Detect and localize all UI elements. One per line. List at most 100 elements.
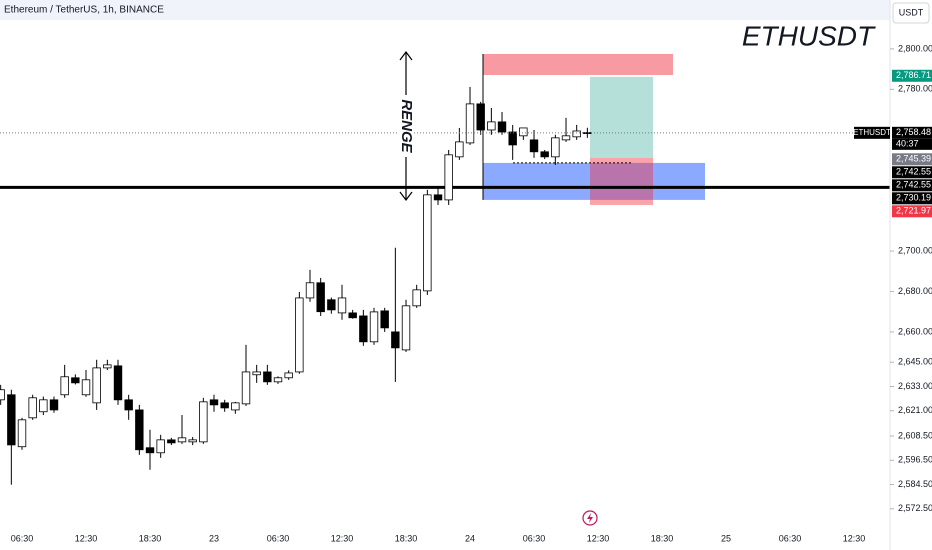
price-tag-label: 2,786.71 xyxy=(896,70,931,80)
candle-body xyxy=(81,379,91,396)
y-tick-label: 2,780.00 xyxy=(898,84,932,94)
candle-body xyxy=(49,399,59,411)
x-tick-label: 24 xyxy=(465,533,475,543)
y-tick-label: 2,572.50 xyxy=(898,503,932,513)
x-tick-label: 18:30 xyxy=(139,533,162,543)
price-tag-label: 2,745.39 xyxy=(896,154,931,164)
zone xyxy=(590,76,653,158)
y-tick-label: 2,680.00 xyxy=(898,286,932,296)
price-tag xyxy=(892,192,932,205)
candle-body xyxy=(369,311,379,343)
x-tick-label: 12:30 xyxy=(843,533,866,543)
candle-body xyxy=(188,439,197,443)
price-tag-label: 2,742.55 xyxy=(896,167,931,177)
candle-body xyxy=(241,371,251,405)
zone xyxy=(483,53,673,75)
x-tick-label: 18:30 xyxy=(651,533,674,543)
candle-body xyxy=(263,371,272,383)
candle-body xyxy=(39,399,48,413)
price-tag xyxy=(892,126,932,139)
candle-body xyxy=(135,409,144,451)
candle-body xyxy=(401,305,411,351)
y-tick-label: 2,608.50 xyxy=(898,430,932,440)
candle-body xyxy=(252,371,261,376)
y-tick-label: 2,645.00 xyxy=(898,357,932,367)
candle-body xyxy=(540,151,549,158)
zone xyxy=(483,162,705,200)
y-tick-label: 2,800.00 xyxy=(898,43,932,53)
x-tick-label: 25 xyxy=(721,533,731,543)
candle-body xyxy=(423,194,432,292)
candle-body xyxy=(17,419,27,448)
symbol-tag-label: ETHUSDT xyxy=(853,128,891,137)
x-tick-label: 06:30 xyxy=(267,533,290,543)
candle-body xyxy=(231,402,240,411)
candle-body xyxy=(60,376,69,396)
symbol-tag xyxy=(854,126,890,139)
zone xyxy=(590,157,653,205)
candle-body xyxy=(380,310,389,329)
y-tick-label: 2,660.00 xyxy=(898,326,932,336)
candle-body xyxy=(444,154,453,201)
candle-body xyxy=(103,364,112,369)
header-bar xyxy=(0,0,890,20)
symbol-annotation: ETHUSDT xyxy=(742,20,876,51)
range-arrow xyxy=(398,51,414,201)
x-tick-label: 06:30 xyxy=(779,533,802,543)
candle-body xyxy=(412,289,421,307)
countdown-label: 40:37 xyxy=(896,139,919,149)
range-annotation: RENGE xyxy=(398,99,415,153)
candle-body xyxy=(295,297,304,373)
candle-body xyxy=(220,402,229,409)
candle-body xyxy=(0,389,5,401)
price-tag-label: 2,742.55 xyxy=(896,180,931,190)
candle-body xyxy=(487,121,496,131)
alert-icon[interactable] xyxy=(582,510,598,526)
candle-body xyxy=(519,127,528,137)
candle-body xyxy=(455,141,464,158)
countdown-tag xyxy=(892,138,932,150)
candle-body xyxy=(508,131,517,146)
candle-body xyxy=(209,399,219,406)
candle-body xyxy=(465,103,475,144)
candle-body xyxy=(145,447,155,454)
chart-title: Ethereum / TetherUS, 1h, BINANCE xyxy=(4,5,164,16)
price-tag xyxy=(892,205,932,218)
y-tick-label: 2,700.00 xyxy=(898,245,932,255)
candle-body xyxy=(476,103,485,131)
currency[interactable]: USDT xyxy=(899,7,924,17)
candle-body xyxy=(572,130,581,138)
candle-body xyxy=(359,315,368,343)
candle-body xyxy=(327,299,336,311)
candle-body xyxy=(113,365,123,401)
candle-body xyxy=(28,397,37,419)
price-tag xyxy=(892,179,932,192)
candle-body xyxy=(7,394,16,446)
candle-body xyxy=(497,121,507,133)
candle-body xyxy=(199,401,208,443)
candle-body xyxy=(529,139,539,153)
candle-body xyxy=(177,437,187,443)
plot xyxy=(0,53,890,485)
x-tick-label: 18:30 xyxy=(395,533,418,543)
candle-body xyxy=(561,135,571,141)
currency-button[interactable] xyxy=(892,2,930,24)
candle-body xyxy=(92,367,101,404)
y-tick-label: 2,584.50 xyxy=(898,479,932,489)
candle-body xyxy=(337,297,347,314)
candle-body xyxy=(583,132,592,134)
price-tag xyxy=(892,166,932,179)
candle-body xyxy=(273,377,283,383)
price-tag-label: 2,730.19 xyxy=(896,193,931,203)
price-tag xyxy=(892,69,932,82)
candle-body xyxy=(124,399,133,411)
price-tag-label: 2,758.48 xyxy=(896,127,931,137)
candle-body xyxy=(348,312,357,319)
x-tick-label: 12:30 xyxy=(331,533,354,543)
y-tick-label: 2,596.50 xyxy=(898,455,932,465)
y-tick-label: 2,633.00 xyxy=(898,381,932,391)
candle-body xyxy=(167,439,176,444)
x-tick-label: 12:30 xyxy=(587,533,610,543)
candle-body xyxy=(156,439,165,454)
